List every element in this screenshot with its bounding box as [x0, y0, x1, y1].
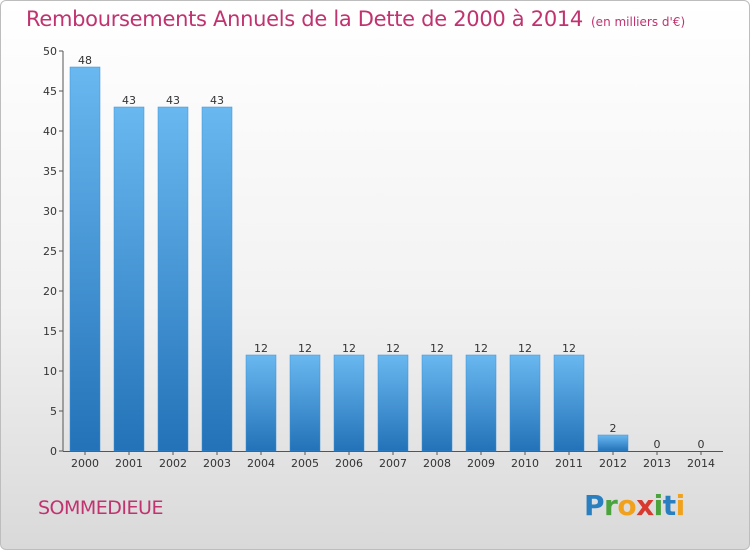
x-tick-label-2001: 2001: [115, 457, 143, 470]
x-tick-label-2000: 2000: [71, 457, 99, 470]
bar-2012: [597, 434, 629, 452]
commune-name: SOMMEDIEUE: [38, 497, 163, 519]
bar-2004: [245, 354, 277, 452]
data-label-2012: 2: [610, 422, 617, 435]
x-tick-label-2011: 2011: [555, 457, 583, 470]
bar-2003: [201, 106, 233, 452]
bar-2008: [421, 354, 453, 452]
data-label-2001: 43: [122, 94, 136, 107]
bar-2000: [69, 66, 101, 452]
chart-subtitle: (en milliers d'€): [591, 15, 686, 29]
y-tick-label: 50: [43, 45, 57, 58]
y-tick-label: 25: [43, 245, 57, 258]
x-tick-label-2004: 2004: [247, 457, 275, 470]
chart-title-text: Remboursements Annuels de la Dette de 20…: [26, 7, 583, 31]
data-label-2004: 12: [254, 342, 268, 355]
data-label-2000: 48: [78, 54, 92, 67]
bar-2001: [113, 106, 145, 452]
data-label-2011: 12: [562, 342, 576, 355]
bar-2002: [157, 106, 189, 452]
data-label-2010: 12: [518, 342, 532, 355]
bar-2010: [509, 354, 541, 452]
bar-2005: [289, 354, 321, 452]
bar-2009: [465, 354, 497, 452]
x-tick-label-2012: 2012: [599, 457, 627, 470]
x-tick-label-2010: 2010: [511, 457, 539, 470]
data-label-2008: 12: [430, 342, 444, 355]
bar-2011: [553, 354, 585, 452]
data-label-2002: 43: [166, 94, 180, 107]
data-label-2007: 12: [386, 342, 400, 355]
x-tick-label-2008: 2008: [423, 457, 451, 470]
y-tick-label: 10: [43, 365, 57, 378]
x-tick-label-2003: 2003: [203, 457, 231, 470]
y-tick-label: 35: [43, 165, 57, 178]
bar-2006: [333, 354, 365, 452]
data-label-2003: 43: [210, 94, 224, 107]
data-label-2014: 0: [698, 438, 705, 451]
x-tick-label-2013: 2013: [643, 457, 671, 470]
y-tick-label: 20: [43, 285, 57, 298]
y-tick-label: 40: [43, 125, 57, 138]
data-label-2006: 12: [342, 342, 356, 355]
y-tick-label: 45: [43, 85, 57, 98]
x-tick-label-2007: 2007: [379, 457, 407, 470]
x-tick-label-2009: 2009: [467, 457, 495, 470]
data-label-2013: 0: [654, 438, 661, 451]
chart-title: Remboursements Annuels de la Dette de 20…: [26, 7, 685, 31]
x-tick-label-2005: 2005: [291, 457, 319, 470]
x-tick-label-2006: 2006: [335, 457, 363, 470]
y-tick-label: 0: [50, 445, 57, 458]
y-tick-label: 5: [50, 405, 57, 418]
bar-2007: [377, 354, 409, 452]
y-tick-label: 15: [43, 325, 57, 338]
data-label-2009: 12: [474, 342, 488, 355]
proxiti-logo: Proxiti: [584, 489, 685, 522]
x-tick-label-2014: 2014: [687, 457, 715, 470]
x-tick-label-2002: 2002: [159, 457, 187, 470]
data-label-2005: 12: [298, 342, 312, 355]
y-tick-label: 30: [43, 205, 57, 218]
